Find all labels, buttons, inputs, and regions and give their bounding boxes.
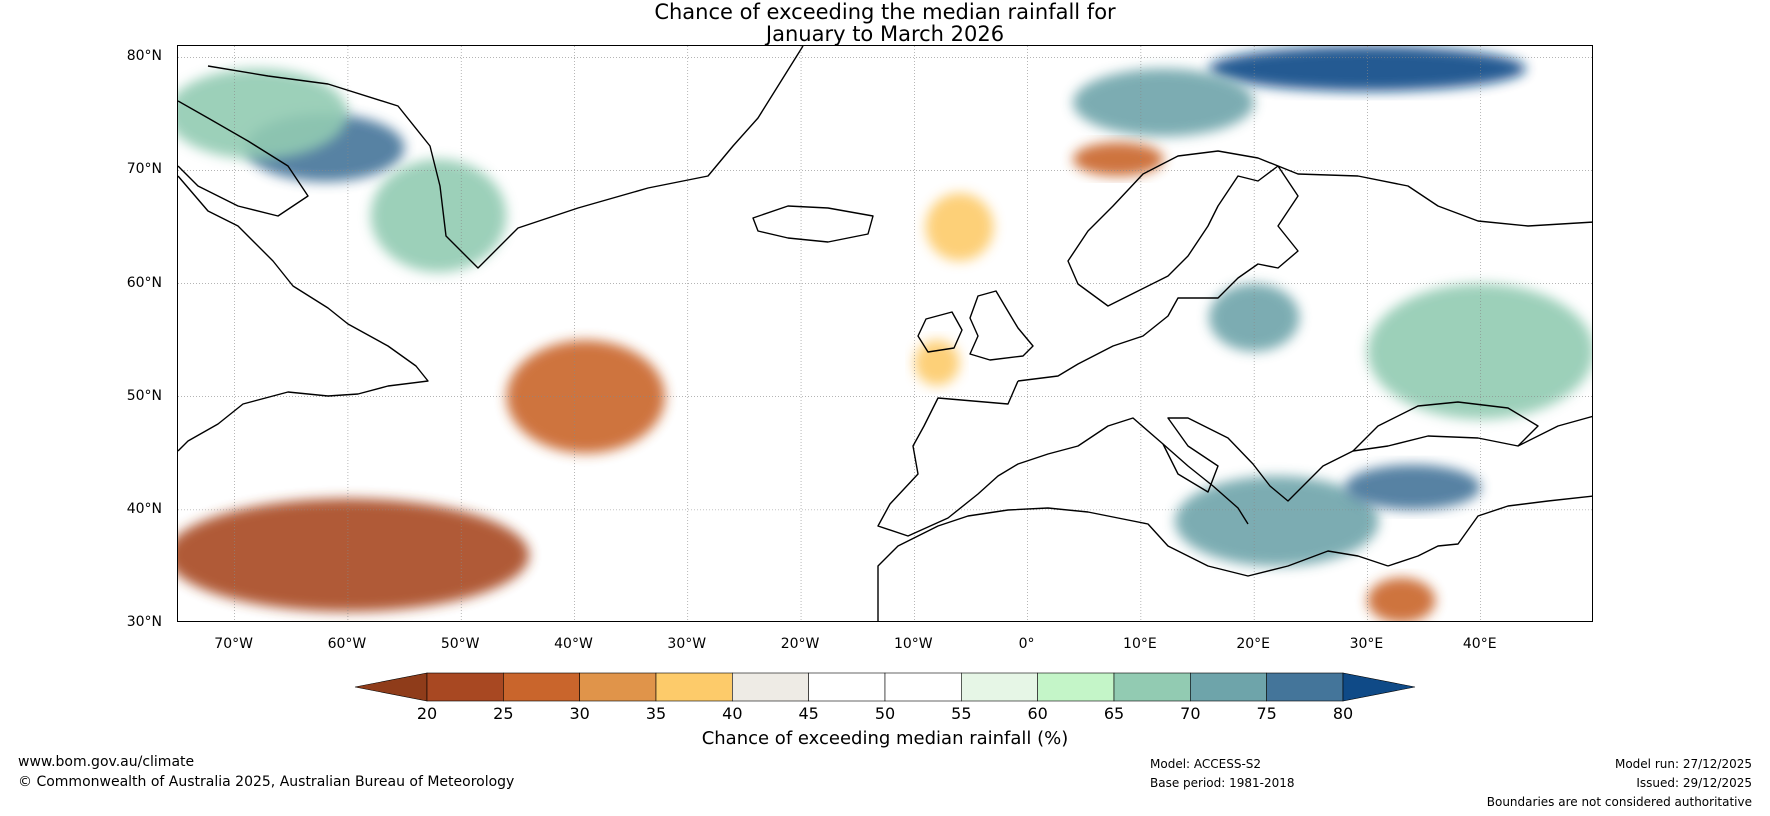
colorbar-tick: 45 <box>798 704 819 723</box>
coast-europe <box>1017 150 1592 382</box>
colorbar-bin <box>1190 672 1267 702</box>
lon-label: 70°W <box>214 636 253 652</box>
footer-website: www.bom.gov.au/climate <box>18 754 195 770</box>
lon-label: 40°E <box>1462 636 1497 652</box>
title-line-2: January to March 2026 <box>765 22 1005 46</box>
lat-label: 40°N <box>126 500 162 517</box>
coast-north-africa <box>877 507 1389 621</box>
anomaly-mid-atlantic-dry <box>506 340 666 454</box>
colorbar-bin <box>1037 672 1115 702</box>
colorbar-bin <box>579 672 657 702</box>
colorbar <box>354 672 1416 702</box>
lon-label: 50°W <box>440 636 480 652</box>
footer-copyright: © Commonwealth of Australia 2025, Austra… <box>18 774 515 790</box>
colorbar-tick: 55 <box>951 704 972 723</box>
coast-black-sea <box>1352 401 1539 452</box>
anomaly-iceland-south-dry <box>925 193 994 261</box>
lat-label: 50°N <box>126 387 162 404</box>
colorbar-tick: 35 <box>645 704 667 723</box>
lat-label: 60°N <box>126 274 162 291</box>
coast-greenland <box>207 46 804 269</box>
anomaly-ireland-dry <box>914 340 960 386</box>
footer-disclaimer: Boundaries are not considered authoritat… <box>1486 795 1752 809</box>
anomaly-canadian-arctic-wet <box>178 68 348 160</box>
colorbar-label: Chance of exceeding median rainfall (%) <box>701 728 1069 749</box>
colorbar-bin <box>884 672 962 702</box>
colorbar-tick: 60 <box>1027 704 1048 723</box>
map-canvas <box>178 46 1592 621</box>
anomaly-subtropical-atlantic-dry <box>178 498 530 612</box>
lon-label: 10°W <box>893 636 933 652</box>
anomaly-norwegian-sea-dry <box>1072 142 1164 177</box>
colorbar-bin <box>1113 672 1191 702</box>
lat-label: 80°N <box>126 48 162 65</box>
anomaly-russia-wet <box>1367 283 1592 420</box>
lon-label: 20°W <box>780 636 820 652</box>
colorbar-tick: 20 <box>416 704 438 723</box>
colorbar-bin <box>503 672 580 702</box>
anomaly-greenland-west-wet <box>370 159 507 273</box>
anomaly-baltic-wet <box>1208 283 1300 352</box>
colorbar-tick: 50 <box>874 704 896 723</box>
anomaly-barents-wet <box>1072 68 1255 137</box>
lon-label: 20°E <box>1236 636 1270 652</box>
colorbar-bins <box>354 672 1416 702</box>
lon-label: 10°E <box>1123 636 1157 652</box>
footer-base-period: Base period: 1981-2018 <box>1150 776 1295 790</box>
colorbar-bin <box>426 672 504 702</box>
lon-label: 60°W <box>327 636 367 652</box>
footer-model: Model: ACCESS-S2 <box>1150 757 1262 771</box>
colorbar-bin <box>961 672 1038 702</box>
colorbar-bin <box>655 672 733 702</box>
lon-label: 30°E <box>1349 636 1384 652</box>
coast-italy <box>1162 443 1249 525</box>
anomaly-cyprus-dry <box>1367 577 1436 621</box>
anomaly-layer <box>178 46 1592 621</box>
coast-north-america <box>178 175 429 452</box>
colorbar-high-extend <box>1342 672 1416 702</box>
coast-great-britain <box>969 290 1034 361</box>
colorbar-tick: 30 <box>569 704 590 723</box>
coast-levant <box>1387 495 1592 567</box>
lon-label: 40°W <box>554 636 593 652</box>
colorbar-low-extend <box>354 672 428 702</box>
lon-label: 30°W <box>667 636 707 652</box>
lat-label: 70°N <box>126 161 162 178</box>
colorbar-tick: 80 <box>1332 704 1354 723</box>
colorbar-tick: 25 <box>493 704 514 723</box>
coast-ireland <box>917 311 963 353</box>
colorbar-tick: 75 <box>1256 704 1277 723</box>
colorbar-bin <box>808 672 886 702</box>
footer-issued: Issued: 29/12/2025 <box>1636 776 1752 790</box>
coast-iceland <box>752 205 874 243</box>
colorbar-tick: 40 <box>722 704 743 723</box>
colorbar-bin <box>732 672 809 702</box>
coastlines <box>178 46 1592 621</box>
anomaly-mediterranean-wet <box>1174 475 1379 567</box>
title-line-1: Chance of exceeding the median rainfall … <box>654 0 1116 24</box>
lon-label: 0° <box>1018 636 1035 652</box>
map-panel <box>177 45 1593 622</box>
footer-model-run: Model run: 27/12/2025 <box>1614 757 1752 771</box>
anomaly-black-sea-wet <box>1344 464 1481 510</box>
coast-baffin <box>178 100 309 217</box>
colorbar-bin <box>1266 672 1344 702</box>
colorbar-tick: 70 <box>1180 704 1201 723</box>
colorbar-tick: 65 <box>1103 704 1125 723</box>
graticule <box>178 46 1592 621</box>
lat-label: 30°N <box>126 614 162 630</box>
